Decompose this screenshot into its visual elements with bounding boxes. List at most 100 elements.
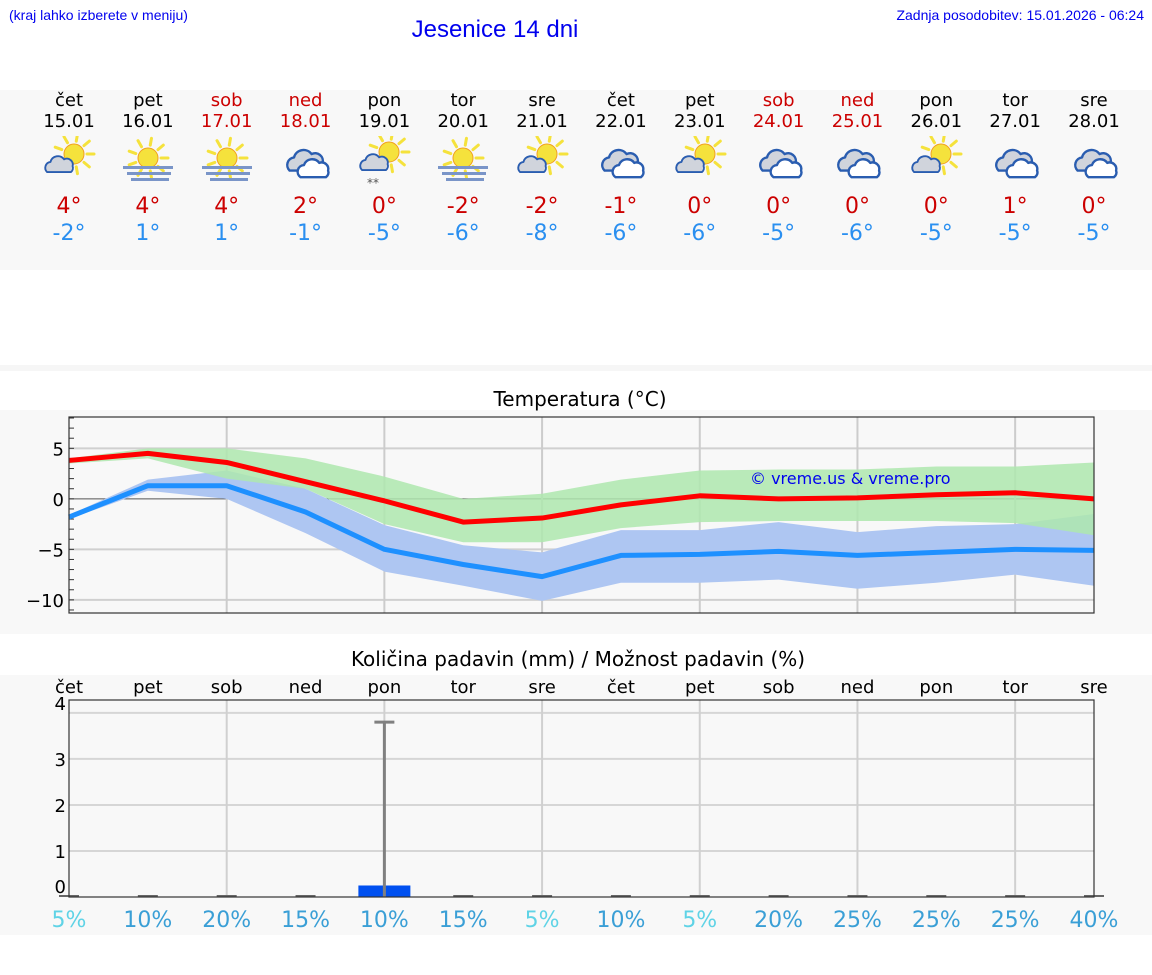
day-date: 27.01: [989, 111, 1041, 132]
precip-day-label: pon: [367, 677, 401, 698]
day-forecast: sre 21.01 -2° -8°: [503, 90, 581, 247]
y-tick-label: 2: [55, 796, 66, 817]
cloud-icon: [517, 155, 547, 174]
precip-day-label: pon: [919, 677, 953, 698]
min-temp: -5°: [998, 221, 1032, 246]
day-name: čet: [54, 90, 84, 111]
max-temp: 0°: [371, 194, 397, 219]
sun-fog-icon: [109, 136, 187, 188]
precip-probability: 15%: [281, 908, 330, 933]
min-temp: -6°: [840, 221, 874, 246]
precip-probability: 25%: [833, 908, 882, 933]
y-tick-label: 5: [53, 439, 64, 460]
precip-day-label: ned: [841, 677, 875, 698]
day-name: ned: [840, 90, 875, 111]
sun-cloud-icon: [661, 136, 739, 188]
sun-cloud-icon: [503, 136, 581, 188]
cloudy-icon: [582, 136, 660, 188]
precip-probability: 40%: [1070, 908, 1119, 933]
day-date: 17.01: [200, 111, 253, 132]
page-title: Jesenice 14 dni: [411, 16, 579, 43]
y-tick-label: −10: [26, 591, 64, 612]
snow-icon: **: [367, 176, 379, 188]
min-temp: -6°: [683, 221, 717, 246]
day-name: sob: [762, 90, 795, 111]
day-date: 15.01: [43, 111, 95, 132]
y-tick-label: 1: [55, 842, 66, 863]
cloud-icon: [44, 155, 74, 174]
max-temp: 2°: [293, 194, 319, 219]
precip-probability: 20%: [202, 908, 251, 933]
max-temp: 0°: [1081, 194, 1107, 219]
max-temp: -2°: [446, 194, 480, 219]
precip-probability: 10%: [123, 908, 172, 933]
precip-day-label: tor: [1002, 677, 1028, 698]
precip-day-label: sre: [528, 677, 555, 698]
precip-probability: 10%: [596, 908, 645, 933]
day-date: 24.01: [752, 111, 805, 132]
day-forecast: tor 27.01 1° -5°: [976, 90, 1054, 247]
max-temp: 0°: [923, 194, 949, 219]
day-date: 26.01: [910, 111, 963, 132]
max-temp: 4°: [135, 194, 161, 219]
cloud-icon: [359, 153, 390, 172]
cloud-icon: [911, 155, 942, 174]
divider: [0, 365, 1152, 371]
day-name: pet: [684, 90, 715, 111]
cloud-icon: [285, 148, 330, 179]
day-name: pet: [133, 90, 163, 111]
day-name: tor: [450, 90, 476, 111]
cloud-icon: [995, 148, 1039, 179]
max-temp: -1°: [604, 194, 638, 219]
cloud-icon: [1074, 148, 1118, 179]
max-range-band: [69, 448, 1094, 543]
daily-forecast-strip: čet 15.01 4° -2° pet 16.01 4° 1° sob 17.01 4° 1° ned…: [0, 90, 1152, 270]
y-tick-label: 0: [55, 877, 66, 898]
min-temp: 1°: [135, 221, 161, 246]
cloudy-icon: [976, 136, 1054, 188]
precip-probability: 10%: [360, 908, 409, 933]
y-tick-label: −5: [37, 540, 64, 561]
day-date: 16.01: [122, 111, 174, 132]
min-temp: -5°: [762, 221, 796, 246]
day-forecast: sre 28.01 0° -5°: [1055, 90, 1133, 247]
cloudy-icon: [740, 136, 818, 188]
cloud-icon: [837, 148, 882, 179]
fog-icon: [201, 166, 252, 181]
min-temp: -5°: [367, 221, 401, 246]
day-name: čet: [606, 90, 635, 111]
cloudy-icon: [818, 136, 896, 188]
watermark: © vreme.us & vreme.pro: [750, 469, 951, 488]
precip-probability: 25%: [991, 908, 1040, 933]
temperature-chart-title: Temperatura (°C): [493, 387, 667, 411]
cloudy-icon: [1055, 136, 1133, 188]
region-menu-hint[interactable]: (kraj lahko izberete v meniju): [9, 7, 188, 23]
cloudy-icon: [267, 136, 345, 188]
precip-probability: 5%: [525, 908, 560, 933]
last-updated: Zadnja posodobitev: 15.01.2026 - 06:24: [896, 7, 1144, 23]
day-name: tor: [1002, 90, 1028, 111]
min-temp: -6°: [604, 221, 638, 246]
day-date: 18.01: [279, 111, 332, 132]
day-forecast: pon 26.01 0° -5°: [897, 90, 975, 247]
max-temp: 4°: [56, 194, 82, 219]
day-date: 28.01: [1068, 111, 1120, 132]
svg-text:**: **: [367, 176, 379, 188]
min-temp-line: [68, 483, 1095, 580]
day-date: 23.01: [674, 111, 726, 132]
precip-day-label: sre: [1080, 677, 1107, 698]
day-forecast: pon 19.01 ** 0° -5°: [345, 90, 423, 247]
min-temp: -8°: [525, 221, 559, 246]
day-date: 19.01: [358, 111, 411, 132]
day-name: sob: [210, 90, 243, 111]
precip-day-label: tor: [450, 677, 476, 698]
fog-icon: [122, 166, 173, 181]
cloud-icon: [600, 148, 645, 179]
precipitation-chart-title: Količina padavin (mm) / Možnost padavin …: [350, 647, 806, 671]
max-temp: 4°: [214, 194, 240, 219]
day-forecast: tor 20.01 -2° -6°: [424, 90, 502, 247]
max-temp-line: [68, 450, 1095, 525]
max-temp: -2°: [525, 194, 559, 219]
